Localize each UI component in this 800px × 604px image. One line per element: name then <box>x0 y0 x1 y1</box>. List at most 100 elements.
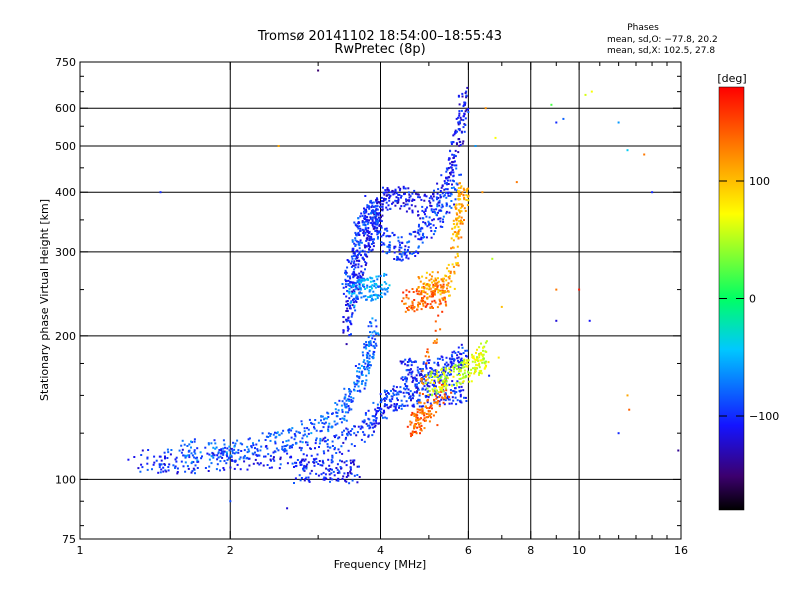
data-point <box>406 249 409 251</box>
data-point <box>467 108 470 111</box>
data-point <box>347 319 350 322</box>
data-point <box>324 476 327 479</box>
data-point <box>363 285 366 288</box>
data-point <box>216 458 219 461</box>
data-point <box>208 465 211 468</box>
data-point <box>351 239 354 242</box>
data-point <box>374 331 377 334</box>
data-point <box>476 356 478 359</box>
data-point <box>456 357 459 360</box>
data-point <box>400 377 403 380</box>
data-point <box>190 446 192 449</box>
data-point <box>363 346 366 349</box>
data-point <box>351 240 354 243</box>
data-point <box>461 366 464 369</box>
data-point <box>424 406 427 408</box>
data-point <box>451 355 454 358</box>
data-point <box>478 366 481 369</box>
data-point <box>346 472 349 474</box>
data-point <box>350 398 353 401</box>
data-point <box>140 454 143 456</box>
data-point <box>435 284 438 287</box>
data-point <box>420 405 423 408</box>
data-point <box>359 288 362 291</box>
data-point <box>402 187 405 190</box>
data-point <box>353 264 355 267</box>
data-point <box>429 226 432 229</box>
data-point <box>460 173 462 176</box>
data-point <box>434 301 437 304</box>
data-point <box>279 463 282 466</box>
data-point <box>413 423 416 426</box>
data-point <box>360 382 363 385</box>
data-point <box>456 245 459 248</box>
data-point <box>433 208 436 211</box>
data-point <box>449 150 452 153</box>
data-point <box>378 212 381 215</box>
data-point <box>361 256 364 259</box>
data-point <box>363 368 366 371</box>
data-point <box>388 241 391 244</box>
data-point <box>449 179 452 182</box>
data-point <box>176 471 179 473</box>
data-point <box>243 460 246 463</box>
data-point <box>241 443 244 446</box>
data-point <box>431 388 434 391</box>
data-point <box>352 272 355 275</box>
data-point <box>369 246 372 248</box>
data-point <box>409 359 412 362</box>
data-point <box>325 467 328 470</box>
data-point <box>380 225 383 228</box>
data-point <box>319 439 322 442</box>
data-point <box>457 116 460 119</box>
data-point <box>459 401 462 403</box>
data-point <box>438 303 441 306</box>
data-point <box>352 252 355 255</box>
data-point <box>234 442 237 445</box>
data-point <box>452 233 455 236</box>
data-point <box>398 390 401 393</box>
data-point <box>440 290 443 293</box>
data-point <box>269 458 272 461</box>
data-point <box>272 451 275 454</box>
data-point <box>456 399 459 402</box>
data-point <box>248 437 251 440</box>
data-point <box>373 330 376 333</box>
data-point <box>364 195 367 197</box>
data-point <box>430 208 433 211</box>
data-point <box>370 249 373 252</box>
data-point <box>385 394 388 397</box>
data-point <box>358 247 361 250</box>
data-point <box>210 442 213 445</box>
data-point <box>367 296 370 299</box>
data-point <box>404 187 407 190</box>
data-point <box>381 205 384 208</box>
data-point <box>446 397 449 400</box>
data-point <box>320 419 322 422</box>
data-point <box>377 410 379 413</box>
data-point <box>139 470 142 473</box>
data-point <box>231 459 234 462</box>
data-point <box>330 472 333 475</box>
data-point <box>208 458 211 461</box>
data-point <box>270 466 273 469</box>
data-point <box>450 141 453 144</box>
data-point <box>421 286 423 289</box>
data-point <box>219 460 222 463</box>
data-point <box>365 245 368 248</box>
data-point <box>373 213 376 216</box>
data-point <box>191 470 194 473</box>
data-point <box>450 247 453 250</box>
data-point <box>467 371 470 374</box>
data-point <box>215 468 218 471</box>
data-point <box>444 384 447 387</box>
data-point <box>383 281 386 284</box>
data-point <box>416 402 419 405</box>
data-point <box>428 359 431 362</box>
data-point <box>294 477 297 480</box>
data-point <box>319 437 322 440</box>
data-point <box>424 355 427 358</box>
data-point <box>368 289 371 292</box>
data-point <box>344 405 347 408</box>
data-point <box>412 403 415 406</box>
